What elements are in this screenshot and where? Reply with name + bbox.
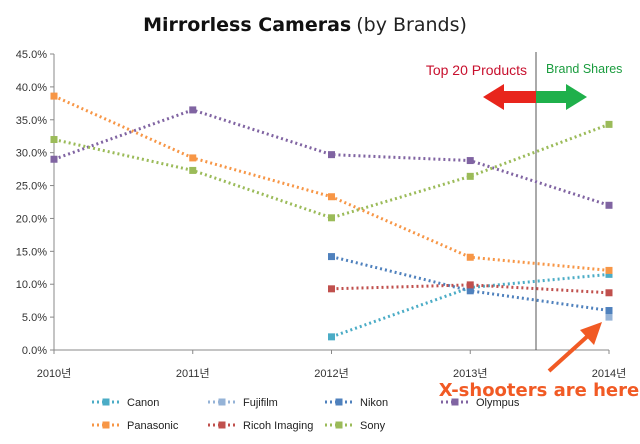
legend-item-sony: Sony bbox=[325, 420, 386, 432]
x-axis: 2010년 2011년 2012년 2013년 2014년 bbox=[37, 349, 627, 380]
y-tick-label: 35.0% bbox=[16, 115, 47, 127]
data-point-nikon bbox=[466, 287, 474, 295]
data-point-olympus bbox=[50, 155, 58, 163]
y-axis: 0.0% 5.0% 10.0% 15.0% 20.0% 25.0% 30.0% 35.0% 40… bbox=[16, 49, 55, 357]
data-point-ricoh-imaging bbox=[466, 281, 474, 289]
series-panasonic bbox=[50, 92, 613, 274]
series-line-canon bbox=[330, 272, 610, 339]
brand-shares-label: Brand Shares bbox=[546, 62, 622, 76]
top20-label: Top 20 Products bbox=[426, 62, 527, 78]
data-point-sony bbox=[605, 120, 613, 128]
data-point-olympus bbox=[605, 201, 613, 209]
legend-label: Nikon bbox=[360, 397, 388, 409]
series-line-panasonic bbox=[53, 94, 610, 272]
data-point-canon bbox=[328, 333, 335, 341]
series-layer bbox=[50, 92, 613, 341]
series-ricoh-imaging bbox=[328, 281, 613, 297]
legend-label: Ricoh Imaging bbox=[243, 420, 313, 432]
x-shooters-arrow-icon bbox=[547, 322, 602, 373]
y-tick-label: 40.0% bbox=[16, 82, 47, 94]
legend-swatch-marker bbox=[102, 421, 110, 429]
data-point-olympus bbox=[328, 151, 335, 159]
data-point-nikon bbox=[328, 253, 335, 261]
legend-label: Olympus bbox=[476, 397, 520, 409]
x-tick-label: 2012년 bbox=[314, 367, 349, 380]
legend-swatch-marker bbox=[102, 398, 110, 406]
legend-item-olympus: Olympus bbox=[441, 397, 520, 409]
data-point-olympus bbox=[189, 106, 197, 114]
series-sony bbox=[50, 120, 613, 222]
legend-item-panasonic: Panasonic bbox=[92, 420, 179, 432]
data-point-nikon bbox=[605, 307, 613, 315]
series-line-nikon bbox=[331, 255, 610, 313]
data-point-sony bbox=[189, 166, 197, 174]
legend-swatch-marker bbox=[335, 398, 343, 406]
data-point-panasonic bbox=[466, 253, 474, 261]
series-fujifilm bbox=[605, 313, 613, 321]
data-point-panasonic bbox=[189, 154, 197, 162]
series-nikon bbox=[328, 253, 613, 315]
y-tick-label: 0.0% bbox=[22, 345, 47, 357]
left-arrow-icon bbox=[483, 84, 536, 110]
x-tick-label: 2013년 bbox=[453, 367, 488, 380]
series-line-sony bbox=[53, 122, 610, 220]
data-point-sony bbox=[50, 136, 58, 144]
data-point-sony bbox=[328, 214, 335, 222]
data-point-panasonic bbox=[328, 193, 335, 201]
y-tick-label: 20.0% bbox=[16, 213, 47, 225]
right-arrow-icon bbox=[536, 84, 587, 110]
legend-swatch-marker bbox=[335, 421, 343, 429]
data-point-sony bbox=[466, 172, 474, 180]
legend-label: Fujifilm bbox=[243, 397, 278, 409]
y-tick-label: 45.0% bbox=[16, 49, 47, 61]
legend-item-ricoh-imaging: Ricoh Imaging bbox=[208, 420, 313, 432]
data-point-panasonic bbox=[50, 92, 58, 100]
legend-swatch-marker bbox=[218, 421, 226, 429]
y-tick-label: 30.0% bbox=[16, 148, 47, 160]
legend-item-nikon: Nikon bbox=[325, 397, 388, 409]
y-tick-label: 25.0% bbox=[16, 181, 47, 193]
chart-title: Mirrorless Cameras (by Brands) bbox=[143, 14, 467, 36]
data-point-ricoh-imaging bbox=[328, 285, 335, 293]
legend-swatch-marker bbox=[451, 398, 459, 406]
series-canon bbox=[328, 270, 613, 341]
legend-label: Sony bbox=[360, 420, 386, 432]
legend-label: Canon bbox=[127, 397, 159, 409]
x-tick-label: 2014년 bbox=[592, 367, 627, 380]
x-shooters-annotation: X-shooters are here bbox=[439, 380, 639, 401]
y-tick-label: 5.0% bbox=[22, 312, 47, 324]
y-tick-label: 15.0% bbox=[16, 246, 47, 258]
x-tick-label: 2011년 bbox=[176, 367, 210, 380]
series-olympus bbox=[50, 106, 613, 209]
data-point-ricoh-imaging bbox=[605, 289, 613, 297]
series-line-ricoh-imaging bbox=[331, 283, 610, 295]
legend-item-canon: Canon bbox=[92, 397, 159, 409]
legend-item-fujifilm: Fujifilm bbox=[208, 397, 278, 409]
series-line-olympus bbox=[53, 108, 610, 207]
legend: Canon Fujifilm Nikon Olympus Panasonic Ricoh … bbox=[92, 397, 520, 432]
data-point-panasonic bbox=[605, 266, 613, 274]
y-tick-label: 10.0% bbox=[16, 279, 47, 291]
legend-label: Panasonic bbox=[127, 420, 179, 432]
data-point-olympus bbox=[466, 157, 474, 165]
data-point-canon bbox=[605, 270, 613, 278]
data-point-fujifilm bbox=[605, 313, 613, 321]
x-tick-label: 2010년 bbox=[37, 367, 72, 380]
legend-swatch-marker bbox=[218, 398, 226, 406]
